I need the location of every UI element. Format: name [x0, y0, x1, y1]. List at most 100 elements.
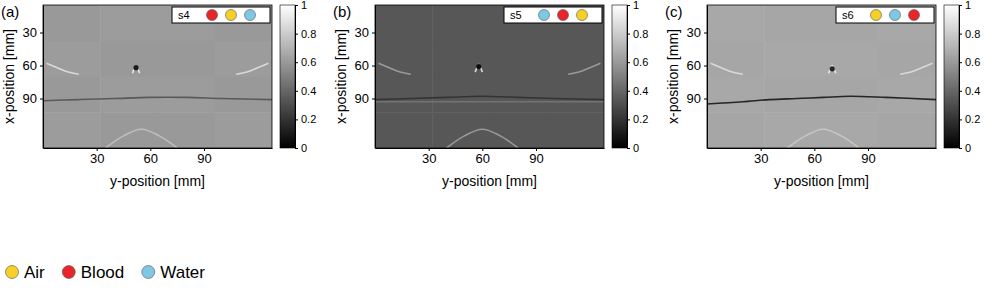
- reflection: [900, 63, 932, 74]
- y-tick-label: 90: [23, 91, 37, 106]
- y-tick-mark: [40, 33, 43, 34]
- colorbar-tick: 0: [959, 142, 971, 154]
- legend-dot: [6, 266, 19, 279]
- colorbar-tick-mark: [627, 62, 630, 63]
- cell: [490, 112, 548, 148]
- colorbar-tick: 1: [627, 0, 639, 11]
- reflection: [236, 63, 268, 74]
- colorbar-tick-mark: [627, 5, 630, 6]
- reflection: [707, 96, 936, 104]
- colorbar: [612, 5, 627, 148]
- cell: [100, 41, 158, 77]
- x-axis-line: [376, 148, 605, 149]
- colorbar-tick-mark: [959, 91, 962, 92]
- x-axis: 30 60 90: [44, 148, 273, 166]
- x-axis-line: [44, 148, 273, 149]
- y-tick: 90: [23, 91, 43, 106]
- x-tick: 60: [476, 148, 490, 166]
- plot-area: [43, 5, 272, 148]
- cell: [100, 112, 158, 148]
- cell: [707, 5, 765, 41]
- cell: [43, 77, 101, 113]
- reflection: [47, 63, 79, 74]
- colorbar-tick-label: 0.2: [301, 113, 316, 125]
- x-tick: 60: [808, 148, 822, 166]
- colorbar-tick-label: 0: [965, 142, 971, 154]
- y-tick-label: 90: [355, 91, 369, 106]
- cell: [375, 77, 433, 113]
- colorbar-tick-label: 0.4: [633, 85, 648, 97]
- colorbar-tick-mark: [959, 119, 962, 120]
- y-axis-line: [707, 6, 708, 149]
- legend-label: Blood: [81, 263, 124, 282]
- x-tick: 90: [861, 148, 875, 166]
- panel: 306090306090y-position [mm]x-position [m…: [1, 0, 316, 189]
- cell: [215, 41, 272, 77]
- y-tick-label: 30: [687, 25, 701, 40]
- y-tick-mark: [40, 66, 43, 67]
- colorbar-tick-label: 0.4: [965, 85, 980, 97]
- colorbar-tick: 0.4: [959, 85, 980, 97]
- x-tick-label: 90: [529, 151, 543, 166]
- cell: [490, 77, 548, 113]
- cell: [158, 41, 216, 77]
- colorbar-tick-mark: [295, 62, 298, 63]
- reflection: [711, 63, 743, 74]
- colorbar-tick-mark: [627, 34, 630, 35]
- y-axis: 306090: [687, 6, 708, 149]
- colorbar-axis-line: [959, 6, 960, 149]
- y-tick-mark: [704, 33, 707, 34]
- colorbar-tick-label: 0.8: [965, 28, 980, 40]
- sample-label: s4: [178, 9, 190, 21]
- y-tick-mark: [372, 33, 375, 34]
- x-tick: 60: [144, 148, 158, 166]
- y-axis-line: [375, 6, 376, 149]
- cell: [43, 5, 101, 41]
- colorbar-axis-line: [627, 6, 628, 149]
- cell: [100, 5, 158, 41]
- colorbar-tick-mark: [627, 119, 630, 120]
- figure: 306090306090y-position [mm]x-position [m…: [0, 0, 996, 291]
- legend-dot: [62, 266, 75, 279]
- colorbar-tick-label: 0.4: [301, 85, 316, 97]
- cell: [215, 112, 272, 148]
- cell: [432, 5, 490, 41]
- cell: [43, 112, 101, 148]
- colorbar-tick-label: 0.8: [633, 28, 648, 40]
- sample-label: s6: [842, 9, 854, 21]
- spot: [830, 66, 835, 71]
- cell: [879, 41, 936, 77]
- legend-label: Air: [24, 263, 45, 282]
- spot: [476, 64, 481, 69]
- colorbar-tick-mark: [295, 5, 298, 6]
- x-tick: 30: [90, 148, 104, 166]
- colorbar-tick-mark: [959, 34, 962, 35]
- cell: [707, 77, 765, 113]
- cell: [822, 77, 880, 113]
- cell: [879, 77, 936, 113]
- reflection: [829, 66, 836, 74]
- colorbar-tick: 0.6: [627, 56, 648, 68]
- x-axis-line: [708, 148, 937, 149]
- cell: [764, 5, 822, 41]
- sample-dot: [539, 10, 550, 21]
- cell: [879, 112, 936, 148]
- colorbar-tick-mark: [627, 91, 630, 92]
- colorbar-tick: 0: [295, 142, 307, 154]
- colorbar-tick: 0.2: [627, 113, 648, 125]
- y-tick-label: 30: [355, 25, 369, 40]
- panel: 306090306090y-position [mm]x-position [m…: [333, 0, 648, 189]
- sample-legend-box: [504, 7, 602, 23]
- sample-dot: [909, 10, 920, 21]
- y-tick-label: 60: [687, 58, 701, 73]
- cell: [100, 77, 158, 113]
- sample-dot: [577, 10, 588, 21]
- spot: [133, 65, 138, 70]
- y-tick: 30: [23, 25, 43, 40]
- legend-label: Water: [160, 263, 205, 282]
- colorbar-tick-label: 1: [633, 0, 639, 11]
- colorbar: [944, 5, 959, 148]
- x-tick-label: 90: [197, 151, 211, 166]
- legend-dot: [142, 266, 155, 279]
- y-axis-title: x-position [mm]: [1, 29, 17, 124]
